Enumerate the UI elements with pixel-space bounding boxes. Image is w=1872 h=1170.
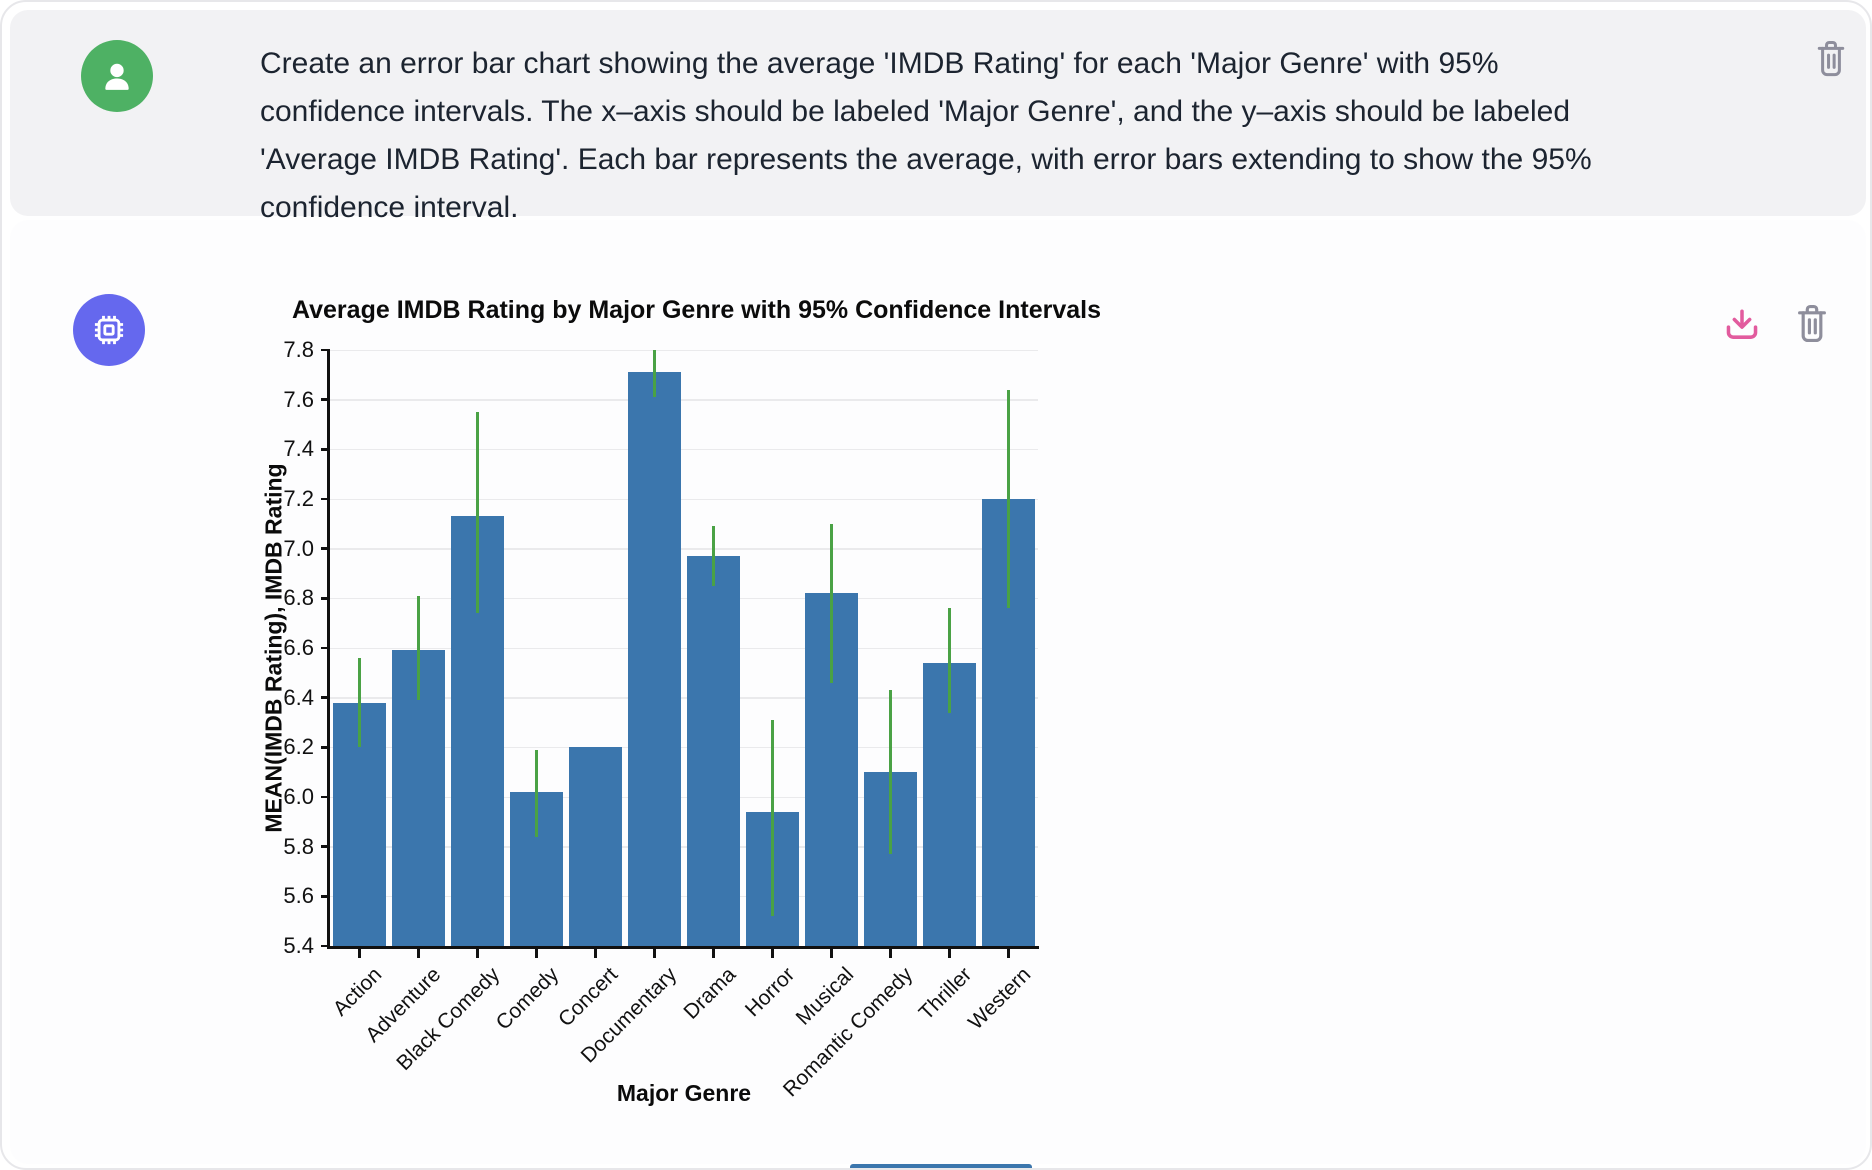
message-line: confidence interval. xyxy=(260,191,519,224)
error-bar-adventure xyxy=(417,595,420,701)
y-tick-label: 5.4 xyxy=(283,933,314,958)
gridline xyxy=(330,647,1038,649)
person-icon xyxy=(105,63,129,90)
x-tick xyxy=(830,948,833,958)
user-avatar xyxy=(81,40,153,112)
y-tick-label: 5.6 xyxy=(283,883,314,909)
download-icon xyxy=(1726,309,1758,339)
assistant-avatar xyxy=(73,294,145,366)
chart-title: Average IMDB Rating by Major Genre with … xyxy=(292,296,1101,324)
user-message-text: Create an error bar chart showing the av… xyxy=(260,40,1780,232)
error-bar-black-comedy xyxy=(476,412,479,614)
bar-drama xyxy=(687,556,740,946)
trash-icon xyxy=(1817,40,1845,77)
x-tick xyxy=(712,948,715,958)
delete-message-button[interactable] xyxy=(1814,40,1848,78)
x-tick xyxy=(771,948,774,958)
y-tick-label: 7.6 xyxy=(283,386,314,412)
y-tick-label: 5.8 xyxy=(283,833,314,859)
gridline xyxy=(330,448,1038,451)
x-tick xyxy=(417,948,420,958)
user-message: Create an error bar chart showing the av… xyxy=(10,10,1866,224)
gridline xyxy=(330,846,1038,848)
chip-icon xyxy=(94,315,124,345)
message-line: 'Average IMDB Rating'. Each bar represen… xyxy=(260,143,1592,176)
message-line: confidence intervals. The x–axis should … xyxy=(260,95,1571,128)
gridline xyxy=(330,796,1038,798)
gridline xyxy=(330,697,1038,699)
y-tick xyxy=(321,944,330,948)
y-tick-label: 7.2 xyxy=(283,486,314,511)
error-bar-drama xyxy=(712,526,715,586)
x-axis-title: Major Genre xyxy=(616,1080,752,1106)
download-chart-button[interactable] xyxy=(1722,306,1762,346)
delete-chart-button[interactable] xyxy=(1794,304,1830,344)
error-bar-horror xyxy=(771,720,774,917)
x-tick xyxy=(358,948,361,958)
y-tick xyxy=(321,696,330,699)
x-tick xyxy=(594,948,597,958)
gridline xyxy=(330,548,1038,550)
y-tick xyxy=(321,497,330,501)
y-tick-label: 6.2 xyxy=(283,734,314,760)
x-tick-label: Drama xyxy=(678,963,740,1024)
y-tick xyxy=(321,646,330,650)
y-tick xyxy=(321,348,330,352)
x-tick xyxy=(535,948,538,958)
error-bar-romantic-comedy xyxy=(889,690,892,855)
error-bar-action xyxy=(358,657,361,748)
y-tick xyxy=(321,597,330,600)
x-tick xyxy=(1007,948,1010,958)
y-tick xyxy=(321,795,330,799)
x-axis-line xyxy=(327,946,1039,949)
gridline xyxy=(330,597,1038,600)
x-tick-label: Black Comedy xyxy=(391,963,504,1075)
error-bar-western xyxy=(1007,389,1010,609)
x-tick-label: Western xyxy=(963,963,1035,1035)
bar-concert xyxy=(569,747,622,946)
gridline xyxy=(330,895,1038,898)
error-bar-comedy xyxy=(535,749,538,837)
x-tick xyxy=(653,948,656,958)
y-tick-label: 7.4 xyxy=(283,436,314,462)
error-bar-thriller xyxy=(948,608,951,713)
y-tick xyxy=(321,746,330,749)
error-bar-musical xyxy=(830,523,833,683)
y-tick xyxy=(321,547,330,550)
gridline xyxy=(330,498,1038,500)
y-tick-label: 7.0 xyxy=(283,535,314,561)
y-tick-label: 6.6 xyxy=(283,635,314,660)
x-tick xyxy=(948,948,951,958)
y-tick xyxy=(321,398,330,401)
trash-icon xyxy=(1798,305,1826,343)
x-tick-label: Comedy xyxy=(491,963,563,1035)
bar-documentary xyxy=(628,372,681,946)
y-tick-label: 6.0 xyxy=(283,784,314,809)
y-tick-label: 6.4 xyxy=(283,684,314,710)
message-line: Create an error bar chart showing the av… xyxy=(260,47,1499,80)
partially-visible-blue-element xyxy=(850,1164,1032,1168)
gridline xyxy=(330,746,1038,749)
y-tick xyxy=(321,895,330,898)
x-tick xyxy=(476,948,479,958)
x-tick xyxy=(889,948,892,958)
gridline xyxy=(330,349,1038,351)
y-tick xyxy=(321,448,330,451)
gridline xyxy=(330,399,1038,401)
y-tick-label: 6.8 xyxy=(283,585,314,611)
y-tick-label: 7.8 xyxy=(283,337,314,362)
y-tick xyxy=(321,845,330,848)
error-bar-documentary xyxy=(653,350,656,398)
